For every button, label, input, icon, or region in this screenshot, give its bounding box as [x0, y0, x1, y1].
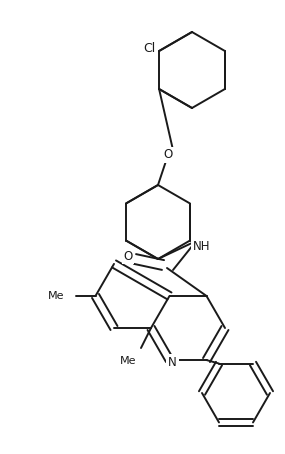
Text: O: O [123, 250, 133, 262]
Text: N: N [168, 355, 177, 369]
Text: Me: Me [48, 291, 64, 301]
Text: Cl: Cl [143, 41, 155, 54]
Text: Me: Me [119, 356, 136, 366]
Text: O: O [163, 148, 173, 162]
Text: NH: NH [193, 241, 211, 253]
